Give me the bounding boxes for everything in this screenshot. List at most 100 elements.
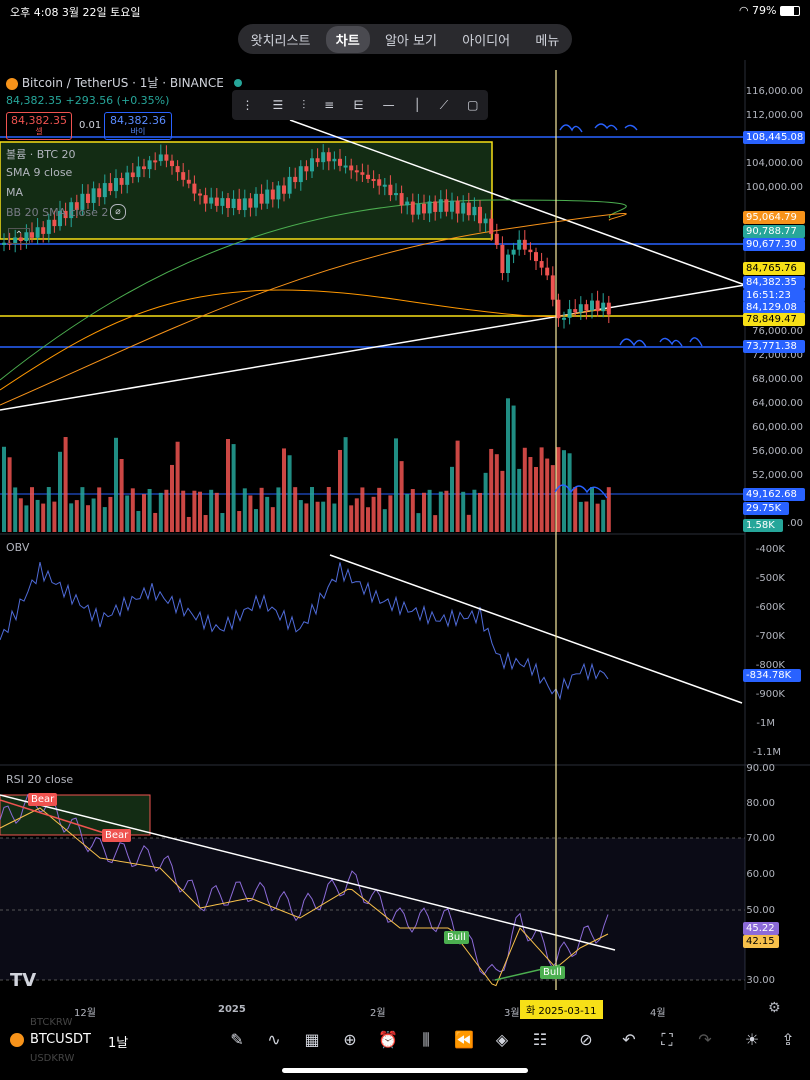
strikethrough-icon[interactable]: ⊘ xyxy=(579,1030,593,1049)
volume-bar xyxy=(315,501,320,532)
layers-icon[interactable]: ◈ xyxy=(495,1030,509,1049)
undo-icon[interactable]: ↶ xyxy=(622,1030,636,1049)
volume-bar xyxy=(192,490,197,532)
candle-body xyxy=(276,185,281,200)
trendline-down[interactable] xyxy=(289,119,746,286)
obv-label[interactable]: OBV xyxy=(6,541,30,554)
buy-button[interactable]: 84,382.36 바이 xyxy=(104,112,172,140)
obv-trendline[interactable] xyxy=(329,554,743,704)
candle-body xyxy=(528,249,533,253)
volume-bar xyxy=(550,465,555,532)
tab-chart[interactable]: 차트 xyxy=(325,25,370,53)
price-tag: 84,765.76 xyxy=(743,262,805,275)
rsi-label[interactable]: RSI 20 close xyxy=(6,773,74,786)
symbol-selector[interactable]: BTCUSDT xyxy=(30,1032,91,1047)
candle-body xyxy=(394,193,398,196)
share-icon[interactable]: ⇪ xyxy=(781,1030,795,1049)
candle-body xyxy=(567,309,572,318)
candle-body xyxy=(489,218,494,234)
tab-ideas[interactable]: 아이디어 xyxy=(462,33,511,49)
candle-body xyxy=(242,198,247,211)
obv-axis-label: -700K xyxy=(755,631,785,642)
volume-bar xyxy=(209,489,214,532)
add-icon[interactable]: ⊕ xyxy=(343,1030,357,1049)
volume-bar xyxy=(2,446,6,532)
volume-bar xyxy=(276,487,281,532)
candle-body xyxy=(595,300,600,312)
volume-bar xyxy=(186,516,191,532)
candle-body xyxy=(438,199,443,212)
chart-canvas[interactable] xyxy=(0,60,810,1020)
candle-body xyxy=(63,210,68,219)
pitchfork-icon[interactable]: ⋿ xyxy=(353,98,364,112)
rsi-trendline[interactable] xyxy=(0,794,616,951)
rectangle-icon[interactable]: ▢ xyxy=(467,98,479,112)
candle-body xyxy=(388,184,393,196)
obv-axis-label: -800K xyxy=(755,660,785,671)
drag-handle-icon[interactable]: ⋮ xyxy=(241,98,254,112)
price-tag: 78,849.47 xyxy=(743,313,805,326)
indicators-icon[interactable]: ∿ xyxy=(267,1030,281,1049)
candle-body xyxy=(142,166,146,170)
tab-explore[interactable]: 알아 보기 xyxy=(384,33,437,49)
indicator-volume[interactable]: 볼륨 · BTC 20 xyxy=(6,148,76,161)
alert-clock-icon[interactable]: ⏰ xyxy=(378,1030,398,1049)
sliders-icon[interactable]: ☷ xyxy=(532,1030,548,1049)
parallel-channel-icon[interactable]: ≡ xyxy=(324,98,335,112)
volume-bar xyxy=(354,498,359,532)
annotation-scribble-3 xyxy=(554,484,608,499)
candle-body xyxy=(539,261,544,268)
volume-bar xyxy=(567,453,572,532)
volume-bar xyxy=(371,496,376,532)
tab-menu[interactable]: 메뉴 xyxy=(535,33,560,49)
rsi-axis-label: 30.00 xyxy=(746,975,775,986)
candle-body xyxy=(114,178,118,192)
vertical-line-icon[interactable]: │ xyxy=(413,98,421,112)
candle-body xyxy=(18,237,23,242)
rsi-axis-label: 80.00 xyxy=(746,798,775,809)
hidden-eye-icon[interactable]: ⌀ xyxy=(110,204,126,220)
price-tag: 73,771.38 xyxy=(743,340,805,353)
sell-button[interactable]: 84,382.35 셀 xyxy=(6,112,72,140)
candle-body xyxy=(573,309,578,313)
volume-bar xyxy=(181,490,186,532)
bear-divergence-line xyxy=(0,799,121,839)
candle-body xyxy=(58,210,62,227)
trend-line-icon[interactable]: ⟋ xyxy=(439,97,449,112)
volume-bar xyxy=(444,490,449,532)
x-axis-label: 3월 xyxy=(504,1008,520,1019)
idea-bulb-icon[interactable]: ☀ xyxy=(744,1030,760,1049)
candle-body xyxy=(590,300,594,311)
horizontal-ray-icon[interactable]: — xyxy=(382,98,395,112)
candle-body xyxy=(147,160,152,170)
volume-bar xyxy=(321,501,326,532)
settings-gear-icon[interactable]: ⚙ xyxy=(768,1000,781,1016)
candle-body xyxy=(455,200,460,214)
symbol-legend[interactable]: Bitcoin / TetherUS · 1날 · BINANCE xyxy=(6,74,242,91)
candle-body xyxy=(399,193,404,206)
interval-selector[interactable]: 1날 xyxy=(108,1036,129,1051)
layout-grid-icon[interactable]: ▦ xyxy=(304,1030,320,1049)
fib-icon[interactable]: ⫶ xyxy=(302,97,306,112)
trendline-up[interactable] xyxy=(0,284,746,411)
ma-orange xyxy=(0,212,627,406)
indicator-bb[interactable]: BB 20 SMA close 2 xyxy=(6,206,109,219)
candle-body xyxy=(259,193,264,204)
volume-bar xyxy=(332,503,337,532)
redo-icon[interactable]: ↷ xyxy=(698,1030,712,1049)
tab-watchlist[interactable]: 왓치리스트 xyxy=(250,33,311,49)
volume-bar xyxy=(24,505,29,532)
replay-icon[interactable]: ⏪ xyxy=(454,1030,474,1049)
indicator-ma[interactable]: MA xyxy=(6,186,24,199)
candle-body xyxy=(125,172,130,185)
candle-body xyxy=(601,302,606,312)
horizontal-lines-icon[interactable]: ☰ xyxy=(272,98,284,112)
indicator-sma[interactable]: SMA 9 close xyxy=(6,166,73,179)
draw-pencil-icon[interactable]: ✎ xyxy=(230,1030,244,1049)
candle-type-icon[interactable]: ⫼ xyxy=(422,1030,430,1049)
volume-bar xyxy=(405,494,410,532)
rsi-axis-label: 90.00 xyxy=(746,763,775,774)
fullscreen-icon[interactable]: ⛶ xyxy=(661,1030,673,1049)
candles[interactable] xyxy=(2,144,611,329)
collapse-legend-icon[interactable]: ⌃ xyxy=(8,228,30,244)
